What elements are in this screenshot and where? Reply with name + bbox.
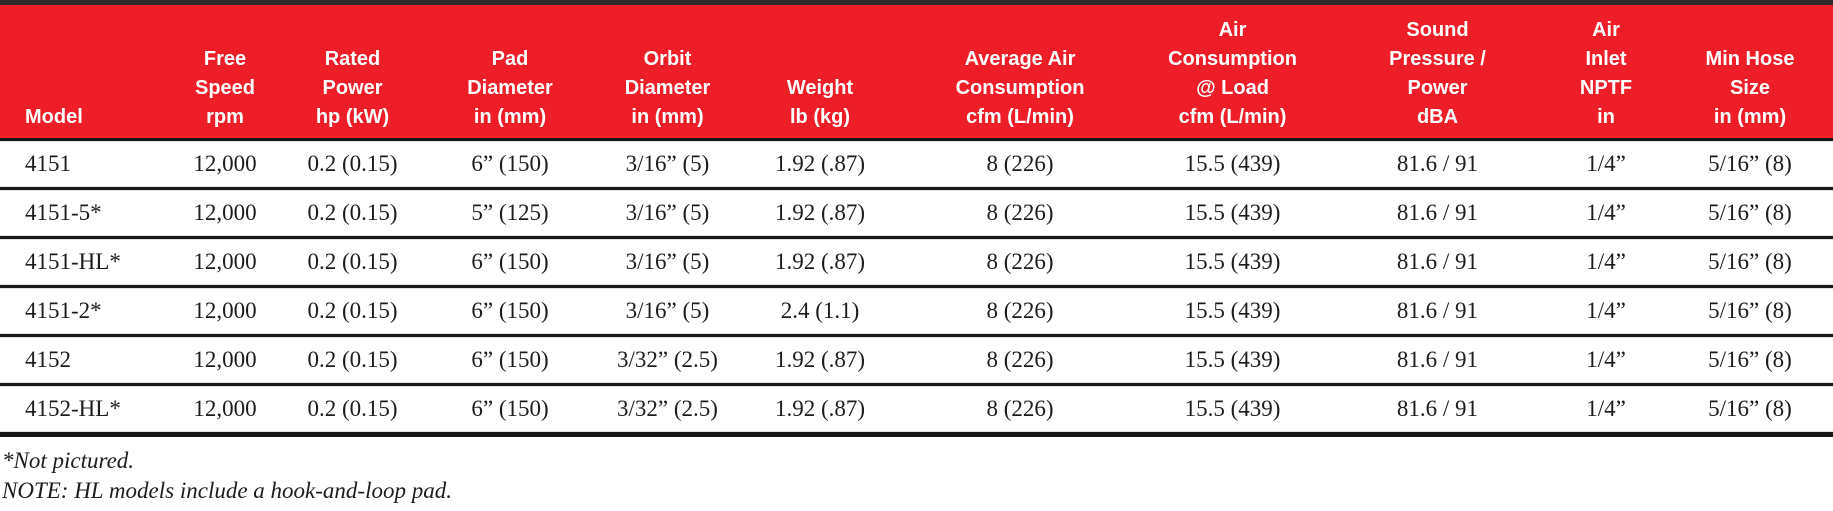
table-cell: 15.5 (439) bbox=[1135, 286, 1330, 337]
table-row: 4152 12,000 0.2 (0.15) 6” (150) 3/32” (2… bbox=[0, 335, 1833, 386]
table-cell: 5/16” (8) bbox=[1667, 286, 1833, 337]
table-cell: 81.6 / 91 bbox=[1330, 384, 1545, 437]
table-cell: 12,000 bbox=[165, 335, 285, 386]
model-cell: 4151 bbox=[0, 139, 165, 190]
table-cell: 12,000 bbox=[165, 286, 285, 337]
table-cell: 12,000 bbox=[165, 237, 285, 288]
table-cell: 5/16” (8) bbox=[1667, 237, 1833, 288]
table-cell: 8 (226) bbox=[905, 188, 1135, 239]
table-cell: 3/32” (2.5) bbox=[600, 335, 735, 386]
table-row: 4151 12,000 0.2 (0.15) 6” (150) 3/16” (5… bbox=[0, 139, 1833, 190]
table-cell: 81.6 / 91 bbox=[1330, 335, 1545, 386]
table-cell: 5/16” (8) bbox=[1667, 188, 1833, 239]
table-cell: 1/4” bbox=[1545, 188, 1667, 239]
table-cell: 1.92 (.87) bbox=[735, 237, 905, 288]
col-header-rated-power: Rated Power hp (kW) bbox=[285, 5, 420, 141]
table-cell: 6” (150) bbox=[420, 139, 600, 190]
table-cell: 3/16” (5) bbox=[600, 139, 735, 190]
table-cell: 1/4” bbox=[1545, 286, 1667, 337]
table-cell: 15.5 (439) bbox=[1135, 335, 1330, 386]
col-header-air-inlet: Air Inlet NPTF in bbox=[1545, 5, 1667, 141]
table-cell: 8 (226) bbox=[905, 335, 1135, 386]
table-cell: 15.5 (439) bbox=[1135, 139, 1330, 190]
model-cell: 4151-2* bbox=[0, 286, 165, 337]
table-cell: 3/16” (5) bbox=[600, 188, 735, 239]
col-header-air-consumption-at-load: Air Consumption @ Load cfm (L/min) bbox=[1135, 5, 1330, 141]
table-cell: 6” (150) bbox=[420, 286, 600, 337]
table-cell: 1/4” bbox=[1545, 139, 1667, 190]
table-cell: 81.6 / 91 bbox=[1330, 237, 1545, 288]
spec-table: Model Free Speed rpm Rated Power hp (kW)… bbox=[0, 5, 1833, 437]
header-row: Model Free Speed rpm Rated Power hp (kW)… bbox=[0, 5, 1833, 141]
table-row: 4151-2* 12,000 0.2 (0.15) 6” (150) 3/16”… bbox=[0, 286, 1833, 337]
top-rule bbox=[0, 0, 1833, 5]
col-header-weight: Weight lb (kg) bbox=[735, 5, 905, 141]
table-cell: 8 (226) bbox=[905, 384, 1135, 437]
model-cell: 4151-HL* bbox=[0, 237, 165, 288]
table-row: 4152-HL* 12,000 0.2 (0.15) 6” (150) 3/32… bbox=[0, 384, 1833, 437]
col-header-sound-pressure-power: Sound Pressure / Power dBA bbox=[1330, 5, 1545, 141]
table-cell: 3/16” (5) bbox=[600, 286, 735, 337]
table-cell: 1/4” bbox=[1545, 335, 1667, 386]
footnotes: *Not pictured. NOTE: HL models include a… bbox=[2, 446, 1833, 506]
table-cell: 15.5 (439) bbox=[1135, 237, 1330, 288]
model-cell: 4152 bbox=[0, 335, 165, 386]
table-cell: 3/32” (2.5) bbox=[600, 384, 735, 437]
table-cell: 15.5 (439) bbox=[1135, 384, 1330, 437]
table-cell: 81.6 / 91 bbox=[1330, 139, 1545, 190]
table-row: 4151-5* 12,000 0.2 (0.15) 5” (125) 3/16”… bbox=[0, 188, 1833, 239]
table-cell: 0.2 (0.15) bbox=[285, 286, 420, 337]
table-cell: 5/16” (8) bbox=[1667, 139, 1833, 190]
model-cell: 4151-5* bbox=[0, 188, 165, 239]
table-cell: 1.92 (.87) bbox=[735, 188, 905, 239]
table-cell: 6” (150) bbox=[420, 335, 600, 386]
table-cell: 3/16” (5) bbox=[600, 237, 735, 288]
table-cell: 15.5 (439) bbox=[1135, 188, 1330, 239]
col-header-model: Model bbox=[0, 5, 165, 141]
table-cell: 12,000 bbox=[165, 139, 285, 190]
table-cell: 81.6 / 91 bbox=[1330, 188, 1545, 239]
table-cell: 81.6 / 91 bbox=[1330, 286, 1545, 337]
table-cell: 0.2 (0.15) bbox=[285, 237, 420, 288]
table-cell: 0.2 (0.15) bbox=[285, 188, 420, 239]
table-cell: 8 (226) bbox=[905, 237, 1135, 288]
footnote-hl-note: NOTE: HL models include a hook-and-loop … bbox=[2, 478, 452, 503]
table-cell: 1.92 (.87) bbox=[735, 139, 905, 190]
col-header-average-air-consumption: Average Air Consumption cfm (L/min) bbox=[905, 5, 1135, 141]
table-cell: 8 (226) bbox=[905, 286, 1135, 337]
table-cell: 1.92 (.87) bbox=[735, 384, 905, 437]
table-cell: 1.92 (.87) bbox=[735, 335, 905, 386]
table-cell: 12,000 bbox=[165, 188, 285, 239]
table-cell: 6” (150) bbox=[420, 384, 600, 437]
table-cell: 5/16” (8) bbox=[1667, 335, 1833, 386]
table-cell: 2.4 (1.1) bbox=[735, 286, 905, 337]
table-cell: 1/4” bbox=[1545, 237, 1667, 288]
col-header-free-speed: Free Speed rpm bbox=[165, 5, 285, 141]
col-header-pad-diameter: Pad Diameter in (mm) bbox=[420, 5, 600, 141]
table-cell: 12,000 bbox=[165, 384, 285, 437]
table-cell: 6” (150) bbox=[420, 237, 600, 288]
table-cell: 0.2 (0.15) bbox=[285, 139, 420, 190]
table-cell: 1/4” bbox=[1545, 384, 1667, 437]
table-cell: 8 (226) bbox=[905, 139, 1135, 190]
table-cell: 0.2 (0.15) bbox=[285, 335, 420, 386]
col-header-min-hose-size: Min Hose Size in (mm) bbox=[1667, 5, 1833, 141]
table-row: 4151-HL* 12,000 0.2 (0.15) 6” (150) 3/16… bbox=[0, 237, 1833, 288]
model-cell: 4152-HL* bbox=[0, 384, 165, 437]
table-cell: 5” (125) bbox=[420, 188, 600, 239]
table-cell: 5/16” (8) bbox=[1667, 384, 1833, 437]
table-cell: 0.2 (0.15) bbox=[285, 384, 420, 437]
footnote-not-pictured: *Not pictured. bbox=[2, 448, 135, 473]
col-header-orbit-diameter: Orbit Diameter in (mm) bbox=[600, 5, 735, 141]
